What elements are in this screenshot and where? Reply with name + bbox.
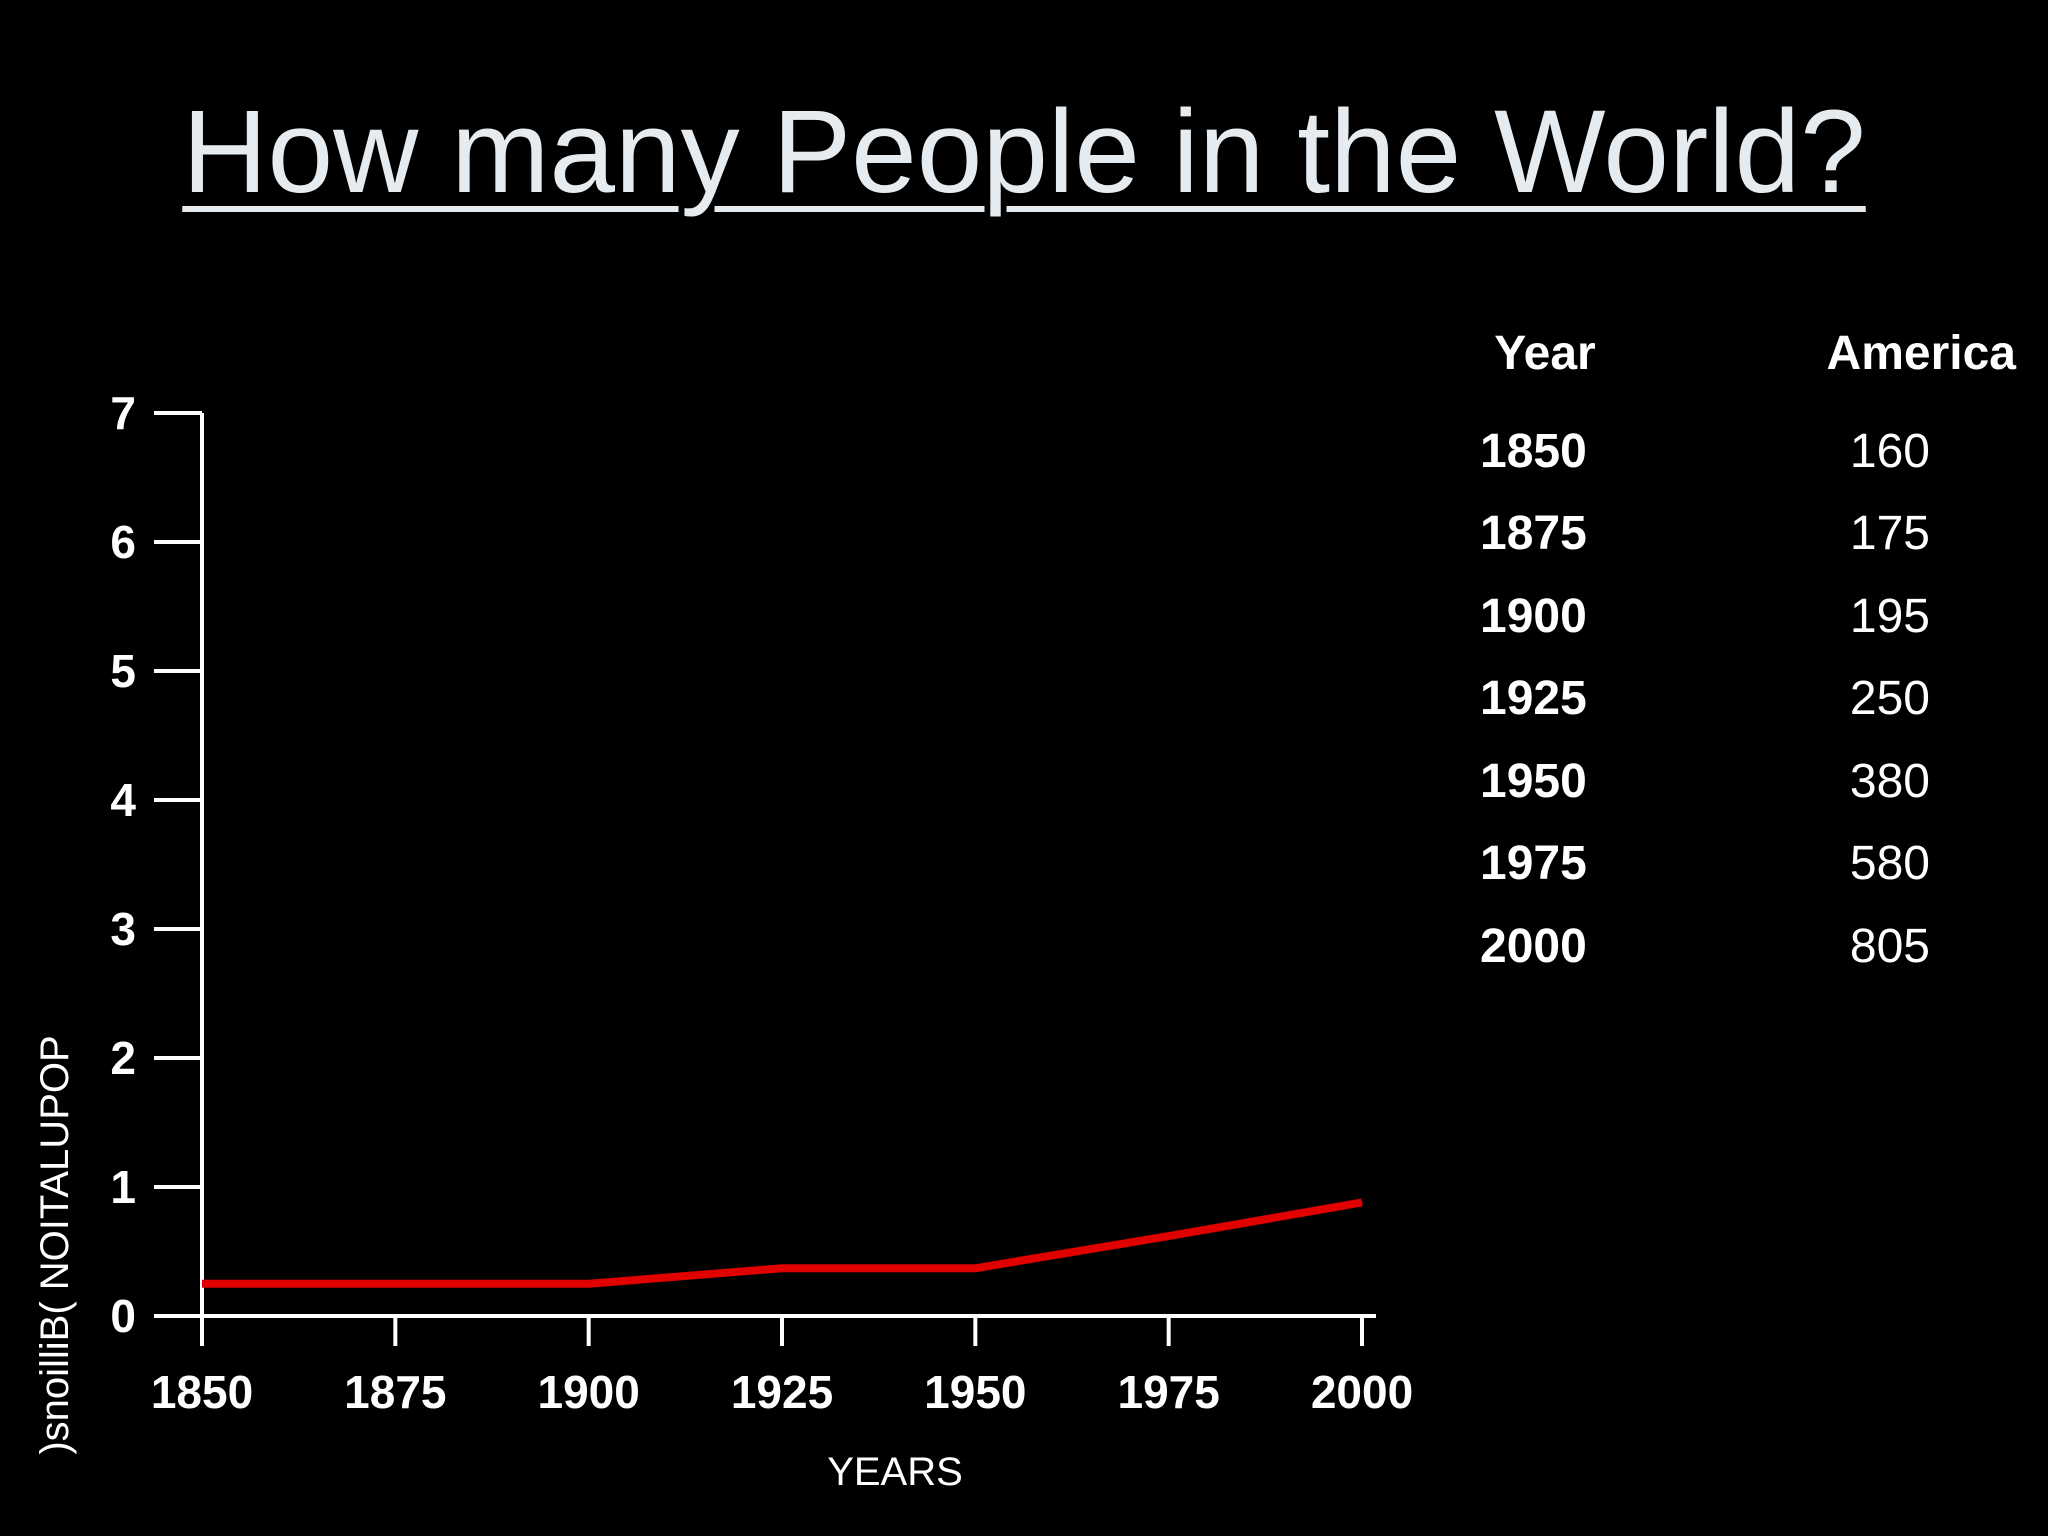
y-axis-title: )snoilliB( NOITALUPOP [33, 1035, 77, 1454]
table-row: 1950 380 [1460, 740, 2046, 823]
table-header-america: America [1826, 327, 2016, 380]
table-cell-america: 195 [1849, 589, 1930, 643]
series-point [781, 1267, 783, 1269]
y-axis-title-group: )snoilliB( NOITALUPOP [33, 1035, 77, 1454]
x-tick-label: 1850 [151, 1366, 253, 1418]
x-tick-label: 1975 [1117, 1366, 1219, 1418]
table-row: 1925 250 [1460, 658, 2046, 741]
table-row: 1900 195 [1460, 575, 2046, 658]
population-table: Year America 1850 160 1875 175 1900 195 … [1460, 326, 2046, 988]
y-tick-label: 1 [110, 1161, 136, 1213]
table-cell-year: 1875 [1480, 507, 1587, 561]
y-tick-label: 5 [110, 645, 136, 697]
x-tick-label: 1875 [344, 1366, 446, 1418]
x-axis-title: YEARS [827, 1450, 963, 1494]
table-cell-america: 380 [1849, 754, 1930, 808]
series-point [974, 1267, 976, 1269]
x-tick-label: 1950 [924, 1366, 1026, 1418]
table-cell-year: 1925 [1480, 672, 1587, 726]
x-tick-label: 2000 [1311, 1366, 1413, 1418]
table-header-row: Year America [1460, 326, 2046, 410]
table-cell-america: 175 [1849, 507, 1930, 561]
y-tick-label: 4 [110, 774, 136, 826]
series-point [1361, 1201, 1363, 1203]
table-cell-year: 1950 [1480, 754, 1587, 808]
table-cell-year: 1850 [1480, 424, 1587, 478]
slide-title: How many People in the World? [182, 86, 1866, 218]
y-tick-label: 3 [110, 903, 136, 955]
series-point [394, 1283, 396, 1285]
table-row: 2000 805 [1460, 905, 2046, 988]
table-cell-america: 160 [1849, 424, 1930, 478]
x-tick-label: 1900 [537, 1366, 639, 1418]
y-tick-label: 6 [110, 516, 136, 568]
series-point [1168, 1235, 1170, 1237]
y-tick-label: 0 [110, 1290, 136, 1342]
series-point [201, 1283, 203, 1285]
table-row: 1975 580 [1460, 823, 2046, 906]
series-line [202, 1198, 1363, 1288]
table-cell-year: 2000 [1480, 919, 1587, 973]
table-header-year: Year [1494, 327, 1596, 380]
x-tick-label: 1925 [731, 1366, 833, 1418]
table-cell-year: 1975 [1480, 837, 1587, 891]
table-cell-america: 805 [1849, 919, 1930, 973]
y-tick-label: 7 [110, 387, 136, 439]
table-row: 1875 175 [1460, 493, 2046, 576]
table-row: 1850 160 [1460, 410, 2046, 493]
table-cell-year: 1900 [1480, 589, 1587, 643]
table-cell-america: 580 [1849, 837, 1930, 891]
series-point [588, 1283, 590, 1285]
y-tick-label: 2 [110, 1032, 136, 1084]
table-cell-america: 250 [1849, 672, 1930, 726]
